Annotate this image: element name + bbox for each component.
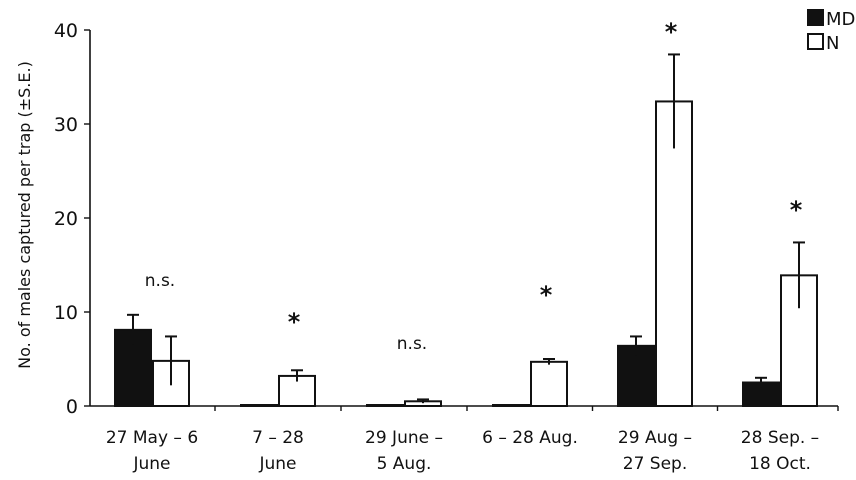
significance-label: * <box>540 281 553 309</box>
error-bars <box>127 53 805 404</box>
x-category-label: 7 – 28 <box>252 428 304 448</box>
y-tick-label: 20 <box>54 208 78 230</box>
x-category-label: 27 Sep. <box>623 454 687 474</box>
bar-md <box>366 404 404 407</box>
y-tick-label: 0 <box>66 396 78 418</box>
y-axis-title-group: No. of males captured per trap (±S.E.) <box>15 61 34 369</box>
bar-md <box>240 404 278 407</box>
bar-md <box>492 404 530 407</box>
x-axis-labels: 27 May – 6 June 7 – 28 June 29 June – 5 Aug. 6… <box>106 428 819 474</box>
significance-label: * <box>790 196 803 224</box>
bars <box>114 100 818 408</box>
x-category-label: 29 June – <box>365 428 443 448</box>
y-tick-label: 30 <box>54 114 78 136</box>
bar-n <box>530 360 568 408</box>
legend: MD N <box>807 9 855 54</box>
bar-n <box>655 100 693 407</box>
x-category-label: 28 Sep. – <box>741 428 819 448</box>
y-axis-title: No. of males captured per trap (±S.E.) <box>15 61 34 369</box>
x-category-label: June <box>132 454 170 474</box>
x-category-label: 18 Oct. <box>749 454 811 474</box>
significance-label: * <box>665 18 678 46</box>
axes: 0 10 20 30 40 <box>54 20 839 418</box>
significance-labels: n.s. * n.s. * * * <box>145 18 803 354</box>
x-category-label: June <box>258 454 296 474</box>
y-tick-label: 40 <box>54 20 78 42</box>
x-category-label: 27 May – 6 <box>106 428 198 448</box>
x-category-label: 5 Aug. <box>377 454 432 474</box>
legend-swatch-n <box>807 33 824 50</box>
bar-md <box>114 328 152 407</box>
legend-label-n: N <box>826 33 839 54</box>
significance-label: n.s. <box>397 334 427 354</box>
legend-swatch-md <box>807 9 824 26</box>
y-tick-label: 10 <box>54 302 78 324</box>
significance-label: n.s. <box>145 271 175 291</box>
significance-label: * <box>288 308 301 336</box>
x-category-label: 29 Aug – <box>618 428 692 448</box>
legend-label-md: MD <box>826 9 855 30</box>
x-category-label: 6 – 28 Aug. <box>482 428 578 448</box>
